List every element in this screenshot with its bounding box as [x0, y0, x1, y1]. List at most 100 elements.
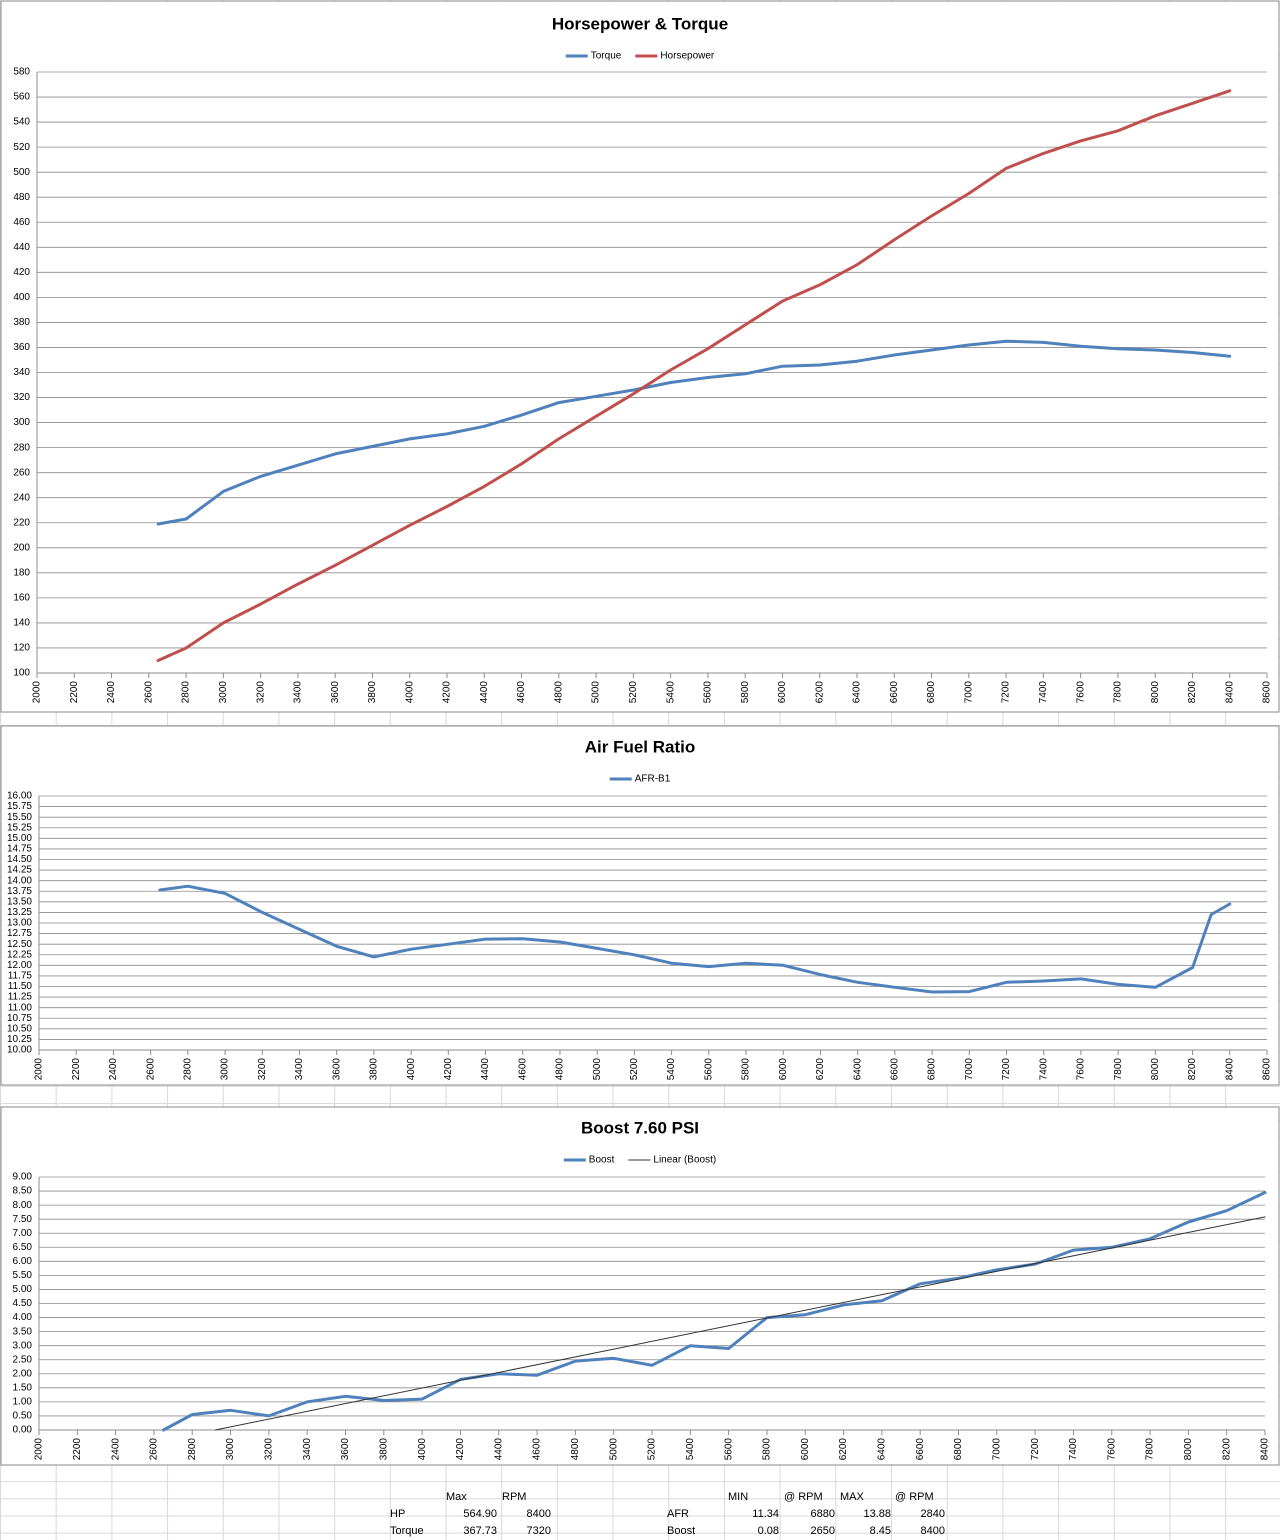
x-tick-label: 2200 [72, 1438, 83, 1461]
table-cell: 6880 [811, 1508, 835, 1520]
y-tick-label: 6.50 [13, 1242, 33, 1253]
table-cell: 2840 [921, 1508, 945, 1520]
x-tick-label: 7400 [1038, 1058, 1049, 1081]
x-tick-label: 3000 [218, 681, 229, 704]
x-tick-label: 6400 [852, 681, 863, 704]
table-cell: 367.73 [463, 1525, 497, 1537]
chart-title: Horsepower & Torque [552, 14, 728, 33]
chart-frame [0, 1106, 1280, 1466]
legend-label: Linear (Boost) [653, 1155, 716, 1166]
x-tick-label: 2400 [106, 681, 117, 704]
table-row-label: HP [390, 1508, 405, 1520]
x-tick-label: 7200 [1001, 1058, 1012, 1081]
y-tick-label: 220 [13, 517, 30, 528]
x-tick-label: 5800 [740, 681, 751, 704]
x-tick-label: 7800 [1145, 1438, 1156, 1461]
x-tick-label: 5400 [666, 1058, 677, 1081]
y-tick-label: 11.50 [8, 981, 33, 992]
x-tick-label: 5800 [762, 1438, 773, 1461]
x-tick-label: 7000 [964, 1058, 975, 1081]
y-tick-label: 11.00 [8, 1002, 33, 1013]
x-tick-label: 3600 [330, 681, 341, 704]
y-tick-label: 6.00 [13, 1256, 33, 1267]
x-tick-label: 8000 [1150, 681, 1161, 704]
x-tick-label: 4800 [553, 681, 564, 704]
x-tick-label: 4400 [480, 1058, 491, 1081]
y-tick-label: 2.00 [13, 1368, 33, 1379]
x-tick-label: 5600 [703, 1058, 714, 1081]
y-tick-label: 14.00 [7, 875, 32, 886]
x-tick-label: 8200 [1221, 1438, 1232, 1461]
y-tick-label: 1.00 [13, 1397, 33, 1408]
y-tick-label: 2.50 [13, 1354, 33, 1365]
x-tick-label: 7000 [963, 681, 974, 704]
x-tick-label: 4800 [555, 1058, 566, 1081]
chart-frame [0, 0, 1280, 713]
x-tick-label: 7600 [1075, 681, 1086, 704]
x-tick-label: 6600 [889, 681, 900, 704]
legend-label: Boost [589, 1155, 615, 1166]
y-tick-label: 260 [13, 467, 30, 478]
table-row-label: Boost [667, 1525, 695, 1537]
y-tick-label: 10.25 [7, 1034, 32, 1045]
y-tick-label: 180 [13, 567, 30, 578]
series-line [156, 339, 1232, 526]
y-tick-label: 13.25 [7, 907, 32, 918]
y-tick-label: 140 [13, 618, 30, 629]
x-tick-label: 8200 [1187, 1058, 1198, 1081]
y-tick-label: 500 [13, 167, 30, 178]
y-tick-label: 0.00 [13, 1425, 33, 1436]
table-cell: 564.90 [463, 1508, 497, 1520]
x-tick-label: 6200 [814, 681, 825, 704]
x-tick-label: 6800 [953, 1438, 964, 1461]
x-tick-label: 6000 [800, 1438, 811, 1461]
x-tick-label: 3000 [220, 1058, 231, 1081]
x-tick-label: 4000 [417, 1438, 428, 1461]
y-tick-label: 12.00 [7, 960, 32, 971]
table-header: RPM [502, 1491, 526, 1503]
series-line [214, 1216, 1266, 1431]
x-tick-label: 3800 [367, 681, 378, 704]
y-tick-label: 16.00 [7, 791, 32, 802]
y-tick-label: 440 [13, 242, 30, 253]
x-tick-label: 2600 [149, 1438, 160, 1461]
y-tick-label: 460 [13, 217, 30, 228]
y-tick-label: 560 [13, 92, 30, 103]
y-tick-label: 200 [13, 542, 30, 553]
table-cell: 7320 [527, 1525, 551, 1537]
x-tick-label: 7600 [1076, 1058, 1087, 1081]
x-tick-label: 5600 [723, 1438, 734, 1461]
table-header: Max [446, 1491, 467, 1503]
y-tick-label: 10.00 [7, 1045, 32, 1056]
table-header: @ RPM [895, 1491, 934, 1503]
x-tick-label: 4200 [455, 1438, 466, 1461]
y-tick-label: 15.75 [7, 801, 32, 812]
y-tick-label: 13.75 [7, 886, 32, 897]
table-cell: 0.08 [758, 1525, 779, 1537]
x-tick-label: 8400 [1260, 1438, 1271, 1461]
x-tick-label: 5600 [703, 681, 714, 704]
x-tick-label: 4200 [443, 1058, 454, 1081]
x-tick-label: 3400 [294, 1058, 305, 1081]
x-tick-label: 4000 [406, 1058, 417, 1081]
x-tick-label: 5000 [608, 1438, 619, 1461]
x-tick-label: 7800 [1113, 1058, 1124, 1081]
x-tick-label: 7200 [1001, 681, 1012, 704]
x-tick-label: 2800 [181, 681, 192, 704]
x-tick-label: 4600 [516, 681, 527, 704]
y-tick-label: 15.25 [7, 822, 32, 833]
table-cell: 2650 [811, 1525, 835, 1537]
x-tick-label: 6600 [915, 1438, 926, 1461]
y-tick-label: 100 [13, 668, 30, 679]
y-tick-label: 15.00 [7, 833, 32, 844]
y-tick-label: 160 [13, 593, 30, 604]
x-tick-label: 3800 [369, 1058, 380, 1081]
x-tick-label: 2000 [32, 681, 43, 704]
y-tick-label: 0.50 [13, 1411, 33, 1422]
x-tick-label: 3200 [257, 1058, 268, 1081]
x-tick-label: 2400 [108, 1058, 119, 1081]
y-tick-label: 120 [13, 643, 30, 654]
series-line [158, 884, 1232, 994]
legend-label: Torque [591, 51, 622, 62]
